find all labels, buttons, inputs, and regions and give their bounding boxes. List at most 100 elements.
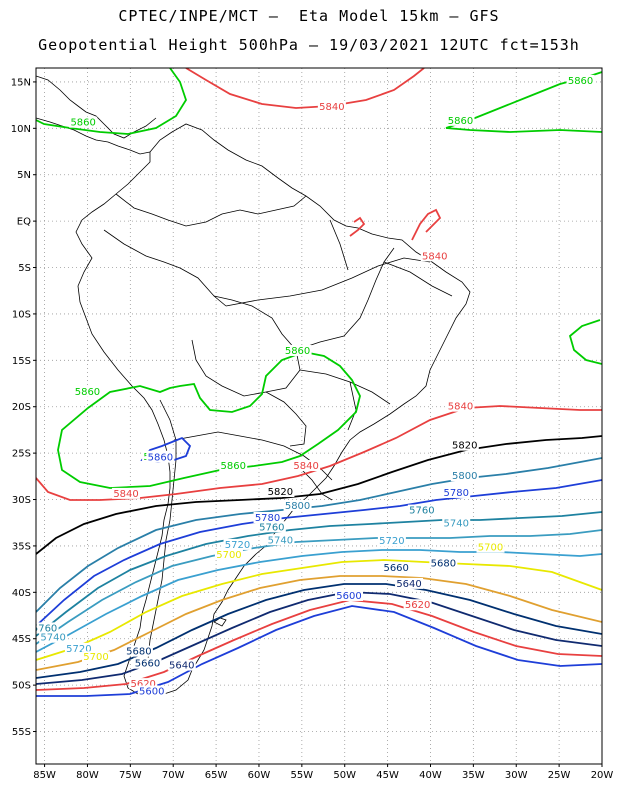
lat-label: 25S	[12, 449, 31, 460]
borders-brazil-interior	[295, 247, 395, 351]
contour-label-bg	[266, 486, 295, 498]
contour-label: 5860	[568, 76, 593, 87]
contour-label-bg	[257, 521, 286, 533]
lat-label: 35S	[12, 541, 31, 552]
contour-label-bg	[137, 685, 166, 697]
contour-label: 5800	[452, 471, 477, 482]
contour-labels: 5860 5860 5860 5840 5840 5860 5860 5860 5860 5840…	[32, 74, 595, 698]
contour-label: 5740	[268, 535, 293, 546]
contour-5840-eq	[349, 208, 442, 241]
contour-label: 5860	[70, 118, 95, 129]
contour-label-bg	[283, 499, 312, 511]
contour-label-bg	[335, 589, 364, 601]
contour-label: 5740	[443, 519, 468, 530]
contour-label-bg	[219, 460, 248, 472]
contour-label-bg	[403, 599, 432, 611]
contour-5840-north	[185, 68, 425, 109]
contour-label-bg	[112, 487, 141, 499]
lat-label: 10S	[12, 309, 31, 320]
lon-label: 85W	[33, 770, 56, 781]
contour-label: 5720	[225, 540, 250, 551]
contour-label-bg	[420, 250, 449, 262]
contour-label: 5640	[396, 579, 421, 590]
contour-label-bg	[442, 486, 471, 498]
contour-5860-ne-lower	[445, 127, 602, 133]
contour-label-bg	[292, 460, 321, 472]
contour-label: 5680	[126, 647, 151, 658]
lat-label: 45S	[12, 634, 31, 645]
contour-5860-south	[568, 319, 602, 365]
contour-label: 5680	[431, 558, 456, 569]
lat-label: 55S	[12, 727, 31, 738]
contour-label-bg	[429, 557, 458, 569]
contour-label: 5720	[66, 644, 91, 655]
contour-label-bg	[442, 517, 471, 529]
lon-label: 75W	[119, 770, 142, 781]
contour-label-bg	[223, 538, 252, 550]
contour-5800	[36, 457, 602, 613]
contour-label: 5840	[448, 402, 473, 413]
contours	[36, 68, 602, 697]
lat-label: 5N	[17, 170, 31, 181]
contour-5860-central	[57, 351, 361, 489]
contour-label-bg	[69, 116, 98, 128]
lon-label: 35W	[462, 770, 485, 781]
lat-label: 5S	[18, 263, 31, 274]
contour-label: 5800	[285, 501, 310, 512]
contour-label: 5700	[478, 543, 503, 554]
map-frame	[35, 67, 603, 765]
contour-label: 5700	[216, 550, 241, 561]
contour-label-bg	[283, 344, 312, 356]
central-america-south-coast	[36, 117, 151, 155]
contour-label: 5760	[409, 506, 434, 517]
contour-5760	[36, 511, 602, 637]
contour-label-bg	[82, 651, 111, 663]
lat-label: 30S	[12, 495, 31, 506]
contour-label: 5860	[148, 453, 173, 464]
lat-label: 10N	[11, 124, 31, 135]
contour-label-bg	[214, 549, 243, 561]
contour-label: 5640	[169, 661, 194, 672]
lon-label: 30W	[505, 770, 528, 781]
lon-label: 60W	[248, 770, 271, 781]
contour-label-bg	[450, 439, 479, 451]
contour-label: 5860	[448, 116, 473, 127]
coastline-borders	[36, 75, 471, 697]
contour-label: 5700	[83, 652, 108, 663]
contour-label: 5600	[139, 687, 164, 698]
lon-label: 65W	[205, 770, 228, 781]
contour-label-bg	[317, 100, 346, 112]
contour-label: 5760	[32, 623, 57, 634]
lat-label: 40S	[12, 588, 31, 599]
lon-label: 70W	[162, 770, 185, 781]
lat-label: 50S	[12, 681, 31, 692]
contour-5780	[36, 479, 602, 627]
contour-label: 5860	[285, 346, 310, 357]
contour-label-bg	[36, 622, 59, 634]
contour-label-bg	[133, 657, 162, 669]
contour-label: 5740	[40, 633, 65, 644]
contour-5620	[36, 599, 602, 691]
lon-label: 45W	[376, 770, 399, 781]
contour-label: 5840	[319, 102, 344, 113]
contour-5740	[36, 529, 602, 645]
lon-label: 55W	[291, 770, 314, 781]
contour-label: 5820	[268, 487, 293, 498]
contour-label-bg	[39, 631, 68, 643]
contour-label: 5840	[113, 489, 138, 500]
lon-label: 50W	[333, 770, 356, 781]
borders-paraguay	[265, 391, 307, 447]
contour-label: 5780	[255, 513, 280, 524]
lon-label: 40W	[419, 770, 442, 781]
contour-label: 5840	[293, 461, 318, 472]
contour-label-bg	[382, 562, 411, 574]
contour-label: 5860	[221, 461, 246, 472]
contour-label-bg	[395, 577, 424, 589]
contour-label: 5660	[383, 563, 408, 574]
contour-label-bg	[146, 451, 175, 463]
contour-5660	[36, 583, 602, 679]
longitude-labels: 85W 80W 75W 70W 65W 60W 55W 50W 45W 40W 35W 30W 25W 2…	[33, 764, 613, 781]
south-america-coast	[75, 123, 471, 697]
contour-5700	[36, 559, 602, 661]
contour-label: 5660	[135, 659, 160, 670]
